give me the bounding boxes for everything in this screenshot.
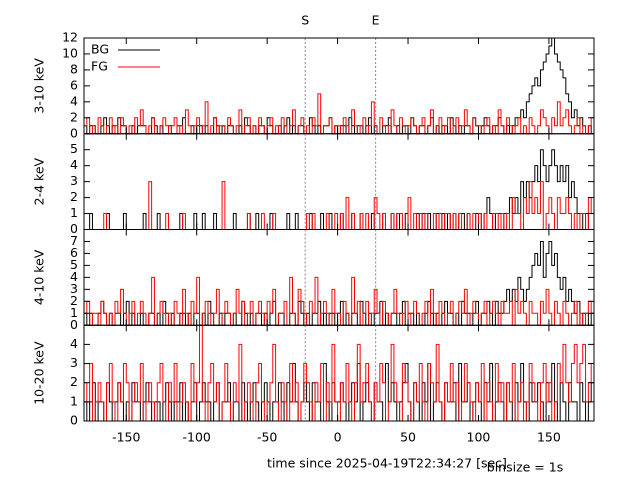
y-tick-label: 3 bbox=[70, 173, 78, 188]
legend-label: BG bbox=[91, 42, 109, 57]
y-tick-label: 4 bbox=[70, 336, 78, 351]
y-tick-label: 12 bbox=[62, 30, 78, 45]
x-tick-label: -50 bbox=[257, 430, 277, 445]
y-tick-label: 0 bbox=[70, 125, 78, 140]
y-tick-label: 1 bbox=[70, 305, 78, 320]
x-tick-label: -100 bbox=[183, 430, 211, 445]
y-tick-label: 4 bbox=[70, 269, 78, 284]
y-tick-label: 2 bbox=[70, 109, 78, 124]
panel-frame bbox=[83, 324, 595, 422]
y-tick-label: 5 bbox=[70, 257, 78, 272]
y-axis-label: 4-10 keV bbox=[32, 249, 47, 305]
histogram-line bbox=[84, 276, 594, 326]
y-tick-label: 4 bbox=[70, 157, 78, 172]
y-tick-label: 0 bbox=[70, 221, 78, 236]
y-tick-label: 8 bbox=[70, 61, 78, 76]
x-tick-label: 0 bbox=[334, 430, 342, 445]
x-axis-label: time since 2025-04-19T22:34:27 [sec] bbox=[267, 456, 507, 471]
y-tick-label: 2 bbox=[70, 374, 78, 389]
y-axis-label: 2-4 keV bbox=[32, 157, 47, 205]
y-tick-label: 0 bbox=[70, 413, 78, 428]
y-tick-label: 6 bbox=[70, 77, 78, 92]
y-tick-label: 2 bbox=[70, 293, 78, 308]
y-axis-label: 10-20 keV bbox=[32, 341, 47, 405]
binsize-label: binsize = 1s bbox=[487, 460, 563, 475]
y-tick-label: 7 bbox=[70, 233, 78, 248]
x-tick-label: -150 bbox=[112, 430, 140, 445]
y-tick-label: 1 bbox=[70, 393, 78, 408]
marker-label: E bbox=[372, 13, 380, 28]
marker-label: S bbox=[301, 13, 309, 28]
y-tick-label: 0 bbox=[70, 317, 78, 332]
histogram-line bbox=[84, 149, 594, 230]
y-axis-label: 3-10 keV bbox=[32, 58, 47, 114]
x-tick-label: 150 bbox=[537, 430, 561, 445]
y-tick-label: 6 bbox=[70, 245, 78, 260]
y-tick-label: 10 bbox=[62, 45, 78, 60]
histogram-line bbox=[84, 324, 594, 421]
y-tick-label: 5 bbox=[70, 141, 78, 156]
x-tick-label: 50 bbox=[400, 430, 416, 445]
legend-label: FG bbox=[91, 59, 108, 74]
y-tick-label: 1 bbox=[70, 205, 78, 220]
x-tick-label: 100 bbox=[467, 430, 491, 445]
y-tick-label: 3 bbox=[70, 281, 78, 296]
histogram-line bbox=[84, 93, 594, 135]
y-tick-label: 4 bbox=[70, 93, 78, 108]
y-tick-label: 2 bbox=[70, 189, 78, 204]
y-tick-label: 3 bbox=[70, 355, 78, 370]
